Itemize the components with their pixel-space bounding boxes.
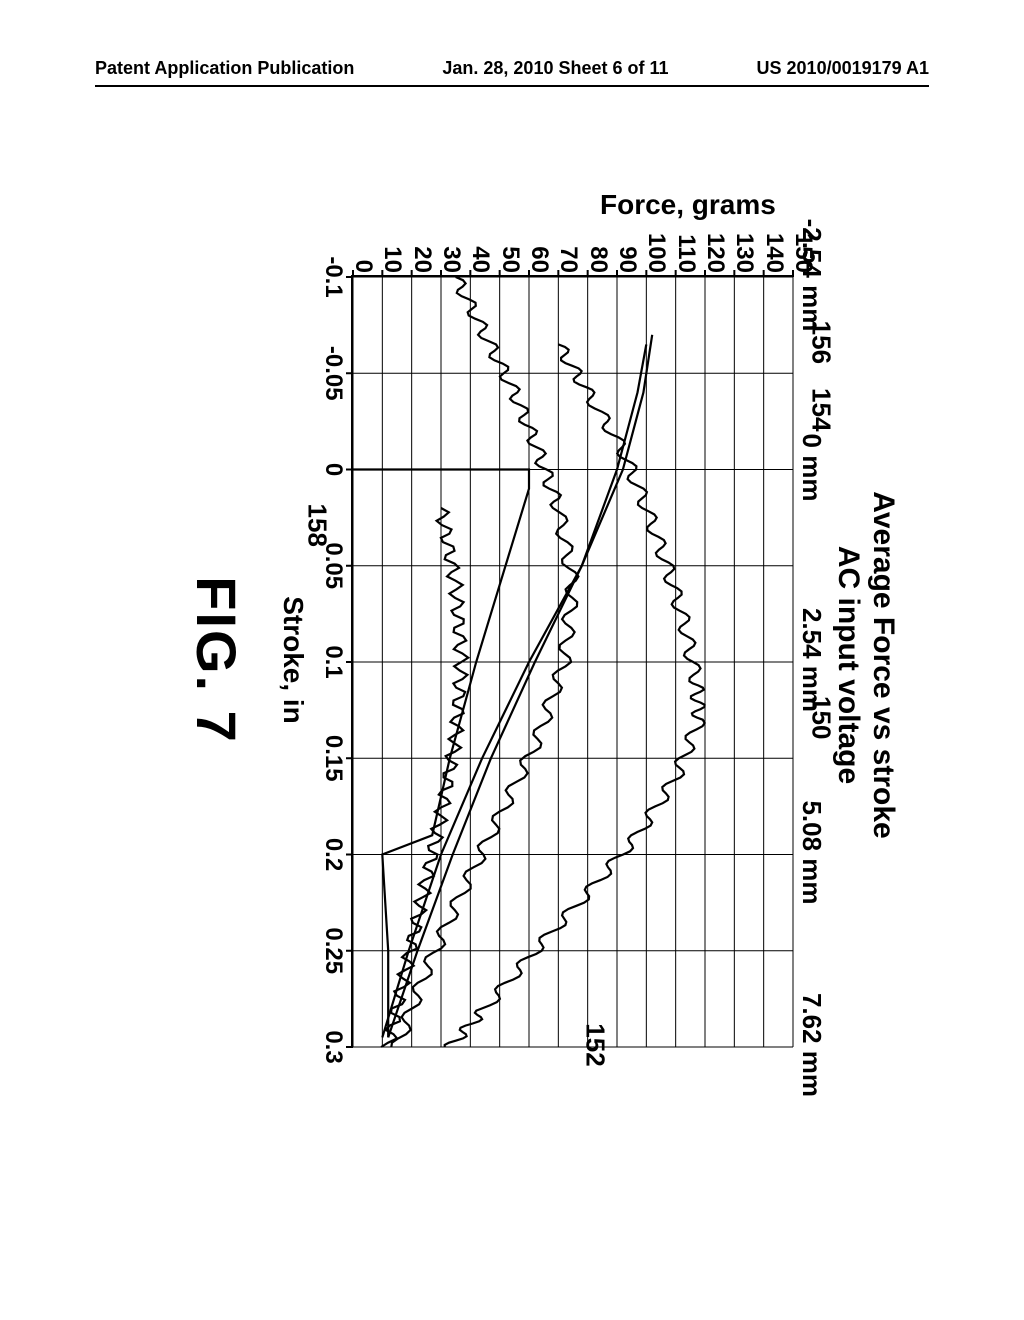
plot-svg [353,277,793,1047]
x-axis-ticks: -0.1-0.0500.050.10.150.20.250.3 [319,277,347,1047]
y-tick-label: 150 [789,233,817,273]
curve-wavy-low [381,508,468,1047]
reference-numeral: 158 [301,504,332,547]
y-tick-label: 100 [642,233,670,273]
y-tick-label: 90 [613,246,641,273]
y-axis-ticks: 0102030405060708090100110120130140150 [343,219,803,273]
curve-150-wavy-top [445,344,705,1047]
curve-154-smooth [388,344,646,1037]
y-tick-label: 130 [730,233,758,273]
curve-156-smooth [382,335,652,1038]
y-tick-label: 40 [466,246,494,273]
x-tick-label: 0 [319,463,347,476]
x-tick-label: 0.2 [319,838,347,871]
x-tick-label: 0.25 [319,927,347,974]
x-tick-label: -0.1 [319,256,347,297]
plot-area: 0102030405060708090100110120130140150 -0… [351,275,793,1047]
x-tick-label: 0.3 [319,1030,347,1063]
y-tick-label: 80 [584,246,612,273]
chart-title-line1: Average Force vs stroke [866,185,901,1145]
x-tick-label: 0.15 [319,735,347,782]
chart-title: Average Force vs stroke AC input voltage [831,185,900,1145]
reference-numeral: 154 [806,388,837,431]
y-tick-label: 20 [408,246,436,273]
y-tick-label: 120 [701,233,729,273]
figure-caption: FIG. 7 [184,275,249,1045]
header-center: Jan. 28, 2010 Sheet 6 of 11 [442,58,668,79]
y-tick-label: 10 [378,246,406,273]
header-right: US 2010/0019179 A1 [757,58,929,79]
mm-tick-label: 5.08 mm [796,800,827,904]
y-tick-label: 30 [437,246,465,273]
page-header: Patent Application Publication Jan. 28, … [95,58,929,87]
mm-tick-label: 7.62 mm [796,993,827,1097]
x-axis-label: Stroke, in [277,275,309,1045]
x-tick-label: -0.05 [319,346,347,401]
y-tick-label: 140 [760,233,788,273]
figure-rotated-wrap: Average Force vs stroke AC input voltage… [40,295,1000,1045]
y-tick-label: 60 [525,246,553,273]
x-tick-label: 0.1 [319,645,347,678]
mm-tick-label: 0 mm [796,434,827,502]
y-tick-label: 110 [672,234,700,273]
header-left: Patent Application Publication [95,58,354,79]
reference-numeral: 156 [806,321,837,364]
y-axis-label: Force, grams [600,189,776,221]
reference-numeral: 152 [580,1023,611,1066]
x-tick-label: 0.05 [319,542,347,589]
figure: Average Force vs stroke AC input voltage… [150,185,900,1145]
reference-numeral: 150 [806,696,837,739]
y-tick-label: 50 [496,246,524,273]
y-tick-label: 70 [554,246,582,273]
